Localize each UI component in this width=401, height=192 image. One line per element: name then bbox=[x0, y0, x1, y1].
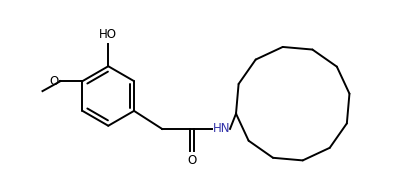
Text: O: O bbox=[187, 154, 196, 167]
Text: O: O bbox=[49, 75, 59, 88]
Text: HO: HO bbox=[99, 28, 117, 41]
Text: HN: HN bbox=[213, 122, 231, 135]
